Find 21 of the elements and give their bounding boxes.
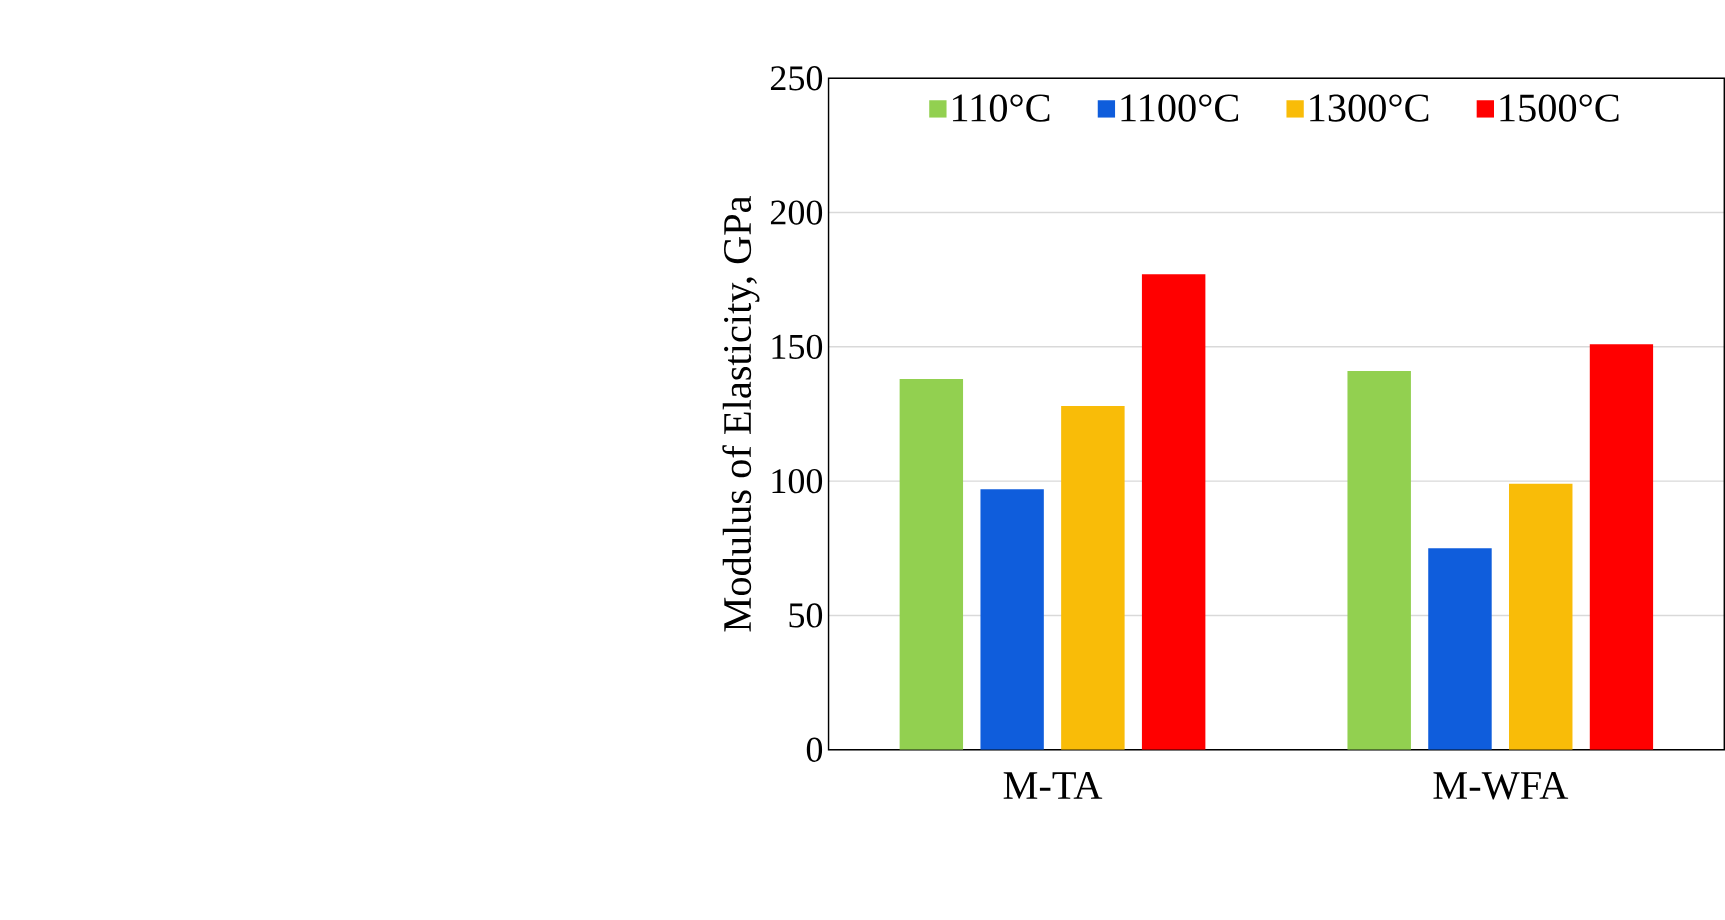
legend-label: 110°C <box>952 94 1050 122</box>
y-tick-label: 150 <box>772 334 823 359</box>
bar <box>1428 548 1492 750</box>
x-tick-label: M-WFA <box>1433 772 1569 800</box>
bar <box>1061 405 1125 750</box>
legend-label: 1100°C <box>1121 94 1239 122</box>
bar <box>1589 344 1654 750</box>
bar <box>1347 370 1411 750</box>
y-tick-label: 250 <box>770 65 823 91</box>
legend-label: 1300°C <box>1310 94 1429 122</box>
y-tick-label: 50 <box>789 603 823 628</box>
x-tick-label: M-TA <box>1003 772 1103 799</box>
bar <box>1141 274 1206 750</box>
legend-label: 1500°C <box>1500 94 1619 122</box>
bar <box>899 378 964 750</box>
y-tick-label: 100 <box>772 468 823 494</box>
bar <box>980 489 1044 750</box>
bar <box>1509 483 1573 750</box>
y-tick-label: 200 <box>770 200 823 225</box>
y-tick-label: 0 <box>806 737 823 762</box>
y-axis-title: Modulus of Elasticity, GPa <box>722 195 760 632</box>
